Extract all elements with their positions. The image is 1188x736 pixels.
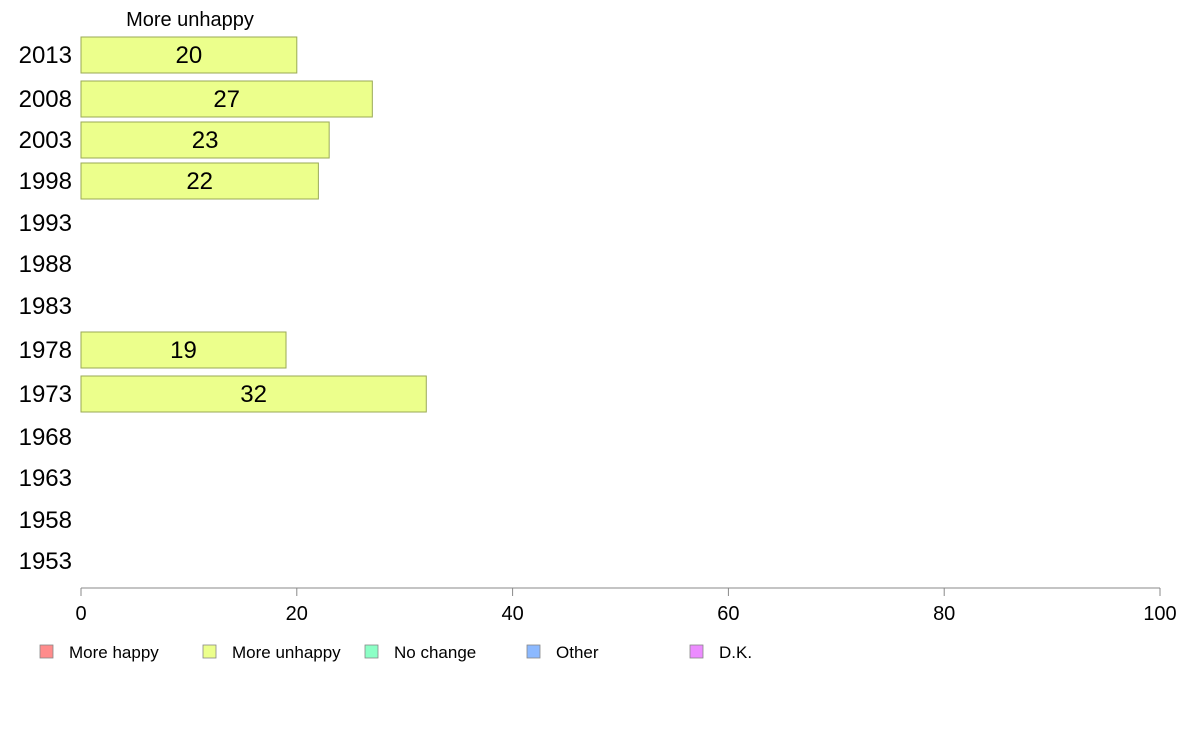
y-tick-label: 1983 (19, 293, 72, 320)
y-tick-label: 1963 (19, 465, 72, 492)
bars (80, 36, 427, 413)
legend-label: No change (394, 643, 476, 662)
y-tick-label: 1953 (19, 548, 72, 575)
legend-swatch (39, 644, 54, 659)
x-tick-label: 100 (1143, 603, 1176, 625)
x-axis: 0 20 40 60 80 100 (75, 587, 1177, 625)
bar (80, 331, 287, 369)
x-tick-label: 80 (933, 603, 955, 625)
bar-value-label: 22 (186, 168, 213, 195)
x-tick-label: 20 (286, 603, 308, 625)
y-tick-label: 1958 (19, 507, 72, 534)
y-tick-label: 2008 (19, 86, 72, 113)
x-tick-label: 60 (717, 603, 739, 625)
bar (80, 121, 330, 159)
chart-title: More unhappy (126, 9, 254, 31)
x-tick-label: 0 (75, 603, 86, 625)
legend-swatch (526, 644, 541, 659)
bar (80, 162, 319, 200)
legend-swatch (364, 644, 379, 659)
y-tick-label: 1973 (19, 381, 72, 408)
legend-swatch (202, 644, 217, 659)
y-tick-label: 2003 (19, 127, 72, 154)
y-tick-label: 1968 (19, 424, 72, 451)
bar (80, 36, 298, 74)
y-tick-label: 1998 (19, 168, 72, 195)
bar (80, 375, 427, 413)
legend-label: More happy (69, 643, 159, 662)
legend-swatch (689, 644, 704, 659)
y-tick-label: 1993 (19, 210, 72, 237)
legend-label: D.K. (719, 643, 752, 662)
x-tick-label: 40 (501, 603, 523, 625)
bar (80, 80, 373, 118)
bar-value-label: 27 (213, 86, 240, 113)
legend: More happy More unhappy No change Other D.K. (39, 643, 752, 662)
bar-value-labels: 20 27 23 22 19 32 (170, 42, 267, 408)
legend-label: Other (556, 643, 599, 662)
legend-label: More unhappy (232, 643, 341, 662)
y-tick-label: 1978 (19, 337, 72, 364)
bar-value-label: 32 (240, 381, 267, 408)
bar-value-label: 19 (170, 337, 197, 364)
bar-value-label: 23 (192, 127, 219, 154)
y-axis-labels: 2013 2008 2003 1998 1993 1988 1983 1978 1973 1968… (19, 42, 72, 575)
y-tick-label: 1988 (19, 251, 72, 278)
bar-value-label: 20 (176, 42, 203, 69)
y-tick-label: 2013 (19, 42, 72, 69)
